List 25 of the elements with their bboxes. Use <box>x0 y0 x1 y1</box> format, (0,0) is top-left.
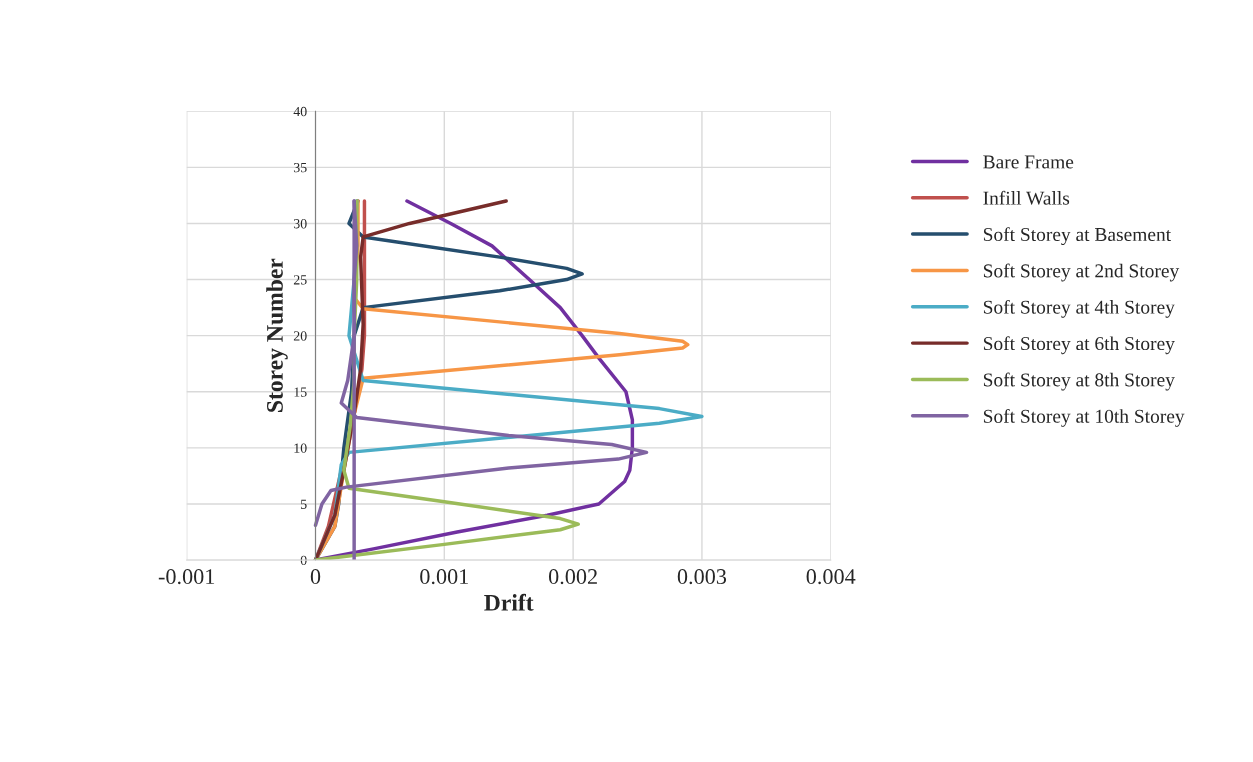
legend-label: Infill Walls <box>983 190 1070 205</box>
legend-label: Bare Frame <box>983 155 1074 169</box>
legend-label: Soft Storey at 10th Storey <box>983 408 1185 427</box>
y-tick-label: 20 <box>293 331 307 341</box>
x-tick-label: -0.001 <box>158 569 215 585</box>
y-tick-label: 40 <box>293 106 307 117</box>
y-tick-label: 10 <box>294 443 307 453</box>
y-tick-label: 0 <box>300 555 307 566</box>
y-tick-label: 15 <box>294 387 307 397</box>
legend-label: Soft Storey at 8th Storey <box>983 372 1175 391</box>
y-tick-label: 30 <box>293 219 307 229</box>
legend-label: Soft Storey at 2nd Storey <box>983 263 1180 282</box>
legend-label: Soft Storey at 4th Storey <box>983 299 1175 318</box>
x-tick-label: 0 <box>310 569 321 585</box>
y-tick-label: 35 <box>293 162 307 173</box>
x-tick-label: 0.003 <box>677 569 727 585</box>
y-axis-title: Storey Number <box>266 258 288 412</box>
y-tick-label: 25 <box>293 275 307 285</box>
x-tick-label: 0.001 <box>420 569 468 585</box>
legend-label: Soft Storey at 6th Storey <box>983 336 1175 355</box>
x-tick-label: 0.004 <box>806 569 856 585</box>
legend-label: Soft Storey at Basement <box>983 227 1171 246</box>
x-tick-label: 0.002 <box>548 569 597 585</box>
x-axis-title: Drift <box>484 593 534 611</box>
y-tick-label: 5 <box>301 499 307 509</box>
